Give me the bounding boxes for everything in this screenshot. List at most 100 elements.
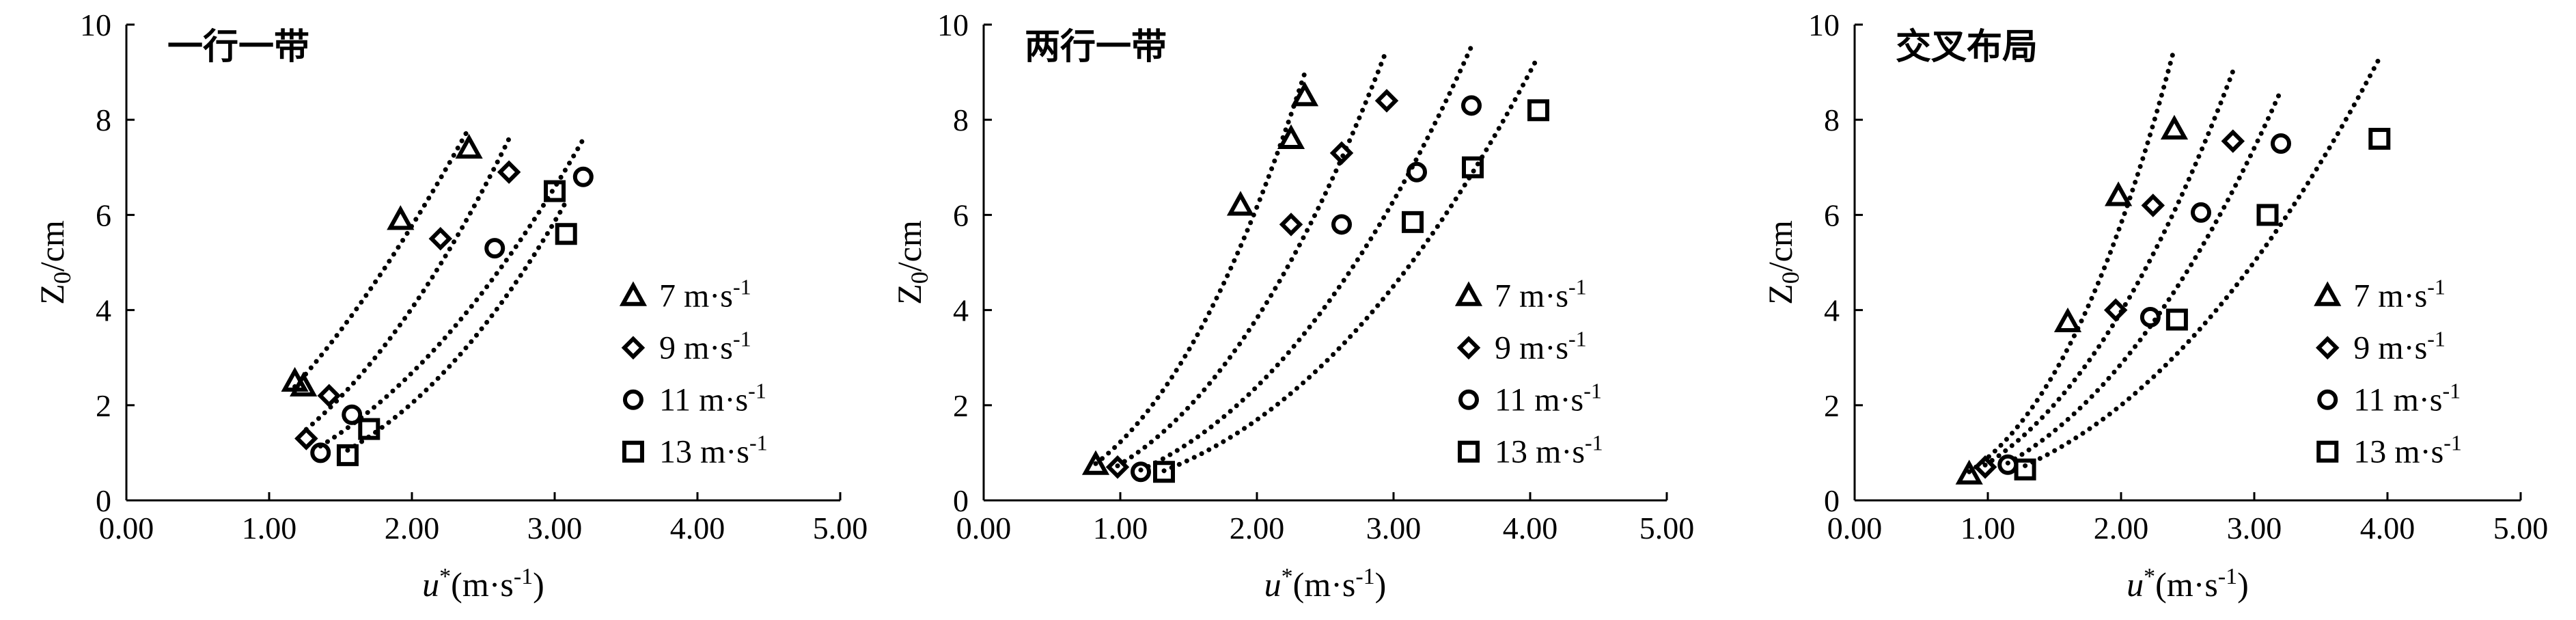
x-tick-label: 3.00 [527,511,583,545]
panel-2: 0 2 4 6 8 10 0.00 1.00 2.00 3.00 4.00 5.00 两行一带 Z0/cm… [890,8,1694,604]
legend-marker-circle [1458,389,1479,410]
trend-line-1 [1967,46,2177,474]
x-axis-title: u*(m·s-1) [422,564,544,604]
x-tick-label: 2.00 [1230,511,1285,545]
panel-1: 0 2 4 6 8 10 0.00 1.00 2.00 3.00 4.00 5.00 一行一带 Z0/cm… [33,8,868,604]
data-point-diamond [2103,298,2128,322]
data-point-square [2256,204,2279,226]
legend-marker-diamond [2316,336,2340,360]
legend-marker-diamond [1456,336,1481,360]
data-point-diamond [294,427,318,450]
data-point-diamond [2141,193,2165,217]
data-point-circle [342,404,363,425]
data-point-circle [1131,461,1151,483]
y-tick-label: 2 [96,388,111,423]
legend-label: 9 m·s-1 [659,327,751,366]
panel-title: 交叉布局 [1896,27,2038,68]
y-axis-title: Z0/cm [33,220,76,305]
x-tick-label: 0.00 [99,511,154,545]
x-tick-label: 5.00 [813,511,868,545]
y-tick-label: 8 [96,103,111,137]
data-point-square [2014,458,2036,481]
data-point-triangle [1955,459,1983,485]
x-tick-label: 5.00 [2493,511,2549,545]
y-tick-label: 2 [953,388,969,423]
legend-label: 9 m·s-1 [1495,327,1587,366]
y-tick-label: 0 [953,483,969,518]
y-tick-label: 8 [1824,103,1840,137]
legend-label: 11 m·s-1 [659,379,766,418]
trend-line-4 [2023,55,2382,468]
data-point-circle [2139,307,2161,328]
x-tick-label: 2.00 [385,511,440,545]
legend-label: 7 m·s-1 [659,275,751,314]
data-point-circle [1407,161,1427,183]
trend-line-3 [1138,44,1474,473]
legend-marker-circle [622,389,643,410]
data-point-square [1153,461,1175,483]
legend-label: 13 m·s-1 [659,431,768,470]
trend-line-4 [1161,53,1541,474]
y-tick-label: 10 [937,8,969,42]
legend-marker-triangle [619,281,648,306]
x-tick-label: 0.00 [1827,511,1883,545]
trend-line-2 [303,136,512,432]
trend-line-2 [1982,68,2236,468]
data-point-triangle [1226,191,1255,216]
y-tick-label: 4 [96,293,111,328]
trend-line-1 [1093,70,1307,466]
trend-line-1 [292,125,472,390]
trend-line-4 [345,199,569,453]
x-tick-label: 1.00 [242,511,297,545]
x-tick-label: 3.00 [1366,511,1422,545]
data-point-triangle [1081,450,1110,475]
legend-label: 11 m·s-1 [1495,379,1602,418]
data-point-square [544,180,566,202]
legend-marker-square [1458,440,1480,463]
legend-label: 7 m·s-1 [1495,275,1587,314]
data-point-circle [484,238,505,259]
legend-label: 11 m·s-1 [2353,379,2461,418]
data-point-circle [2191,202,2211,223]
legend-label: 7 m·s-1 [2353,275,2446,314]
x-axis-title: u*(m·s-1) [2127,564,2249,604]
data-point-circle [572,166,594,187]
x-tick-label: 4.00 [670,511,725,545]
x-axis-title: u*(m·s-1) [1264,564,1387,604]
data-point-diamond [1329,141,1354,165]
x-tick-label: 5.00 [1639,511,1695,545]
x-tick-label: 1.00 [1093,511,1148,545]
data-point-triangle [455,133,483,159]
y-tick-label: 0 [96,483,111,518]
data-point-diamond [2221,129,2245,153]
y-tick-label: 4 [1824,293,1840,328]
x-tick-label: 0.00 [956,511,1012,545]
y-axis-title: Z0/cm [1761,220,1804,305]
data-point-triangle [290,371,318,396]
data-point-diamond [1279,213,1303,237]
data-point-diamond [317,383,342,408]
data-point-triangle [2105,181,2133,206]
data-point-diamond [497,160,521,185]
legend-label: 9 m·s-1 [2353,327,2446,366]
x-tick-label: 4.00 [2360,511,2415,545]
y-axis-title: Z0/cm [890,220,933,305]
data-point-circle [1461,95,1482,116]
y-tick-label: 10 [1808,8,1840,42]
legend-marker-triangle [1454,281,1483,306]
data-point-circle [310,442,331,463]
data-point-diamond [1105,455,1130,479]
panel-title: 一行一带 [167,27,309,68]
data-point-square [336,444,359,466]
panel-title: 两行一带 [1025,27,1167,68]
legend-marker-square [622,440,644,463]
data-point-square [1402,211,1424,233]
legend-label: 13 m·s-1 [1495,431,1603,470]
y-tick-label: 6 [953,198,969,232]
y-tick-label: 8 [953,103,969,137]
data-point-diamond [1374,89,1399,113]
x-tick-label: 3.00 [2227,511,2282,545]
data-point-square [1462,156,1484,178]
x-tick-label: 4.00 [1503,511,1558,545]
